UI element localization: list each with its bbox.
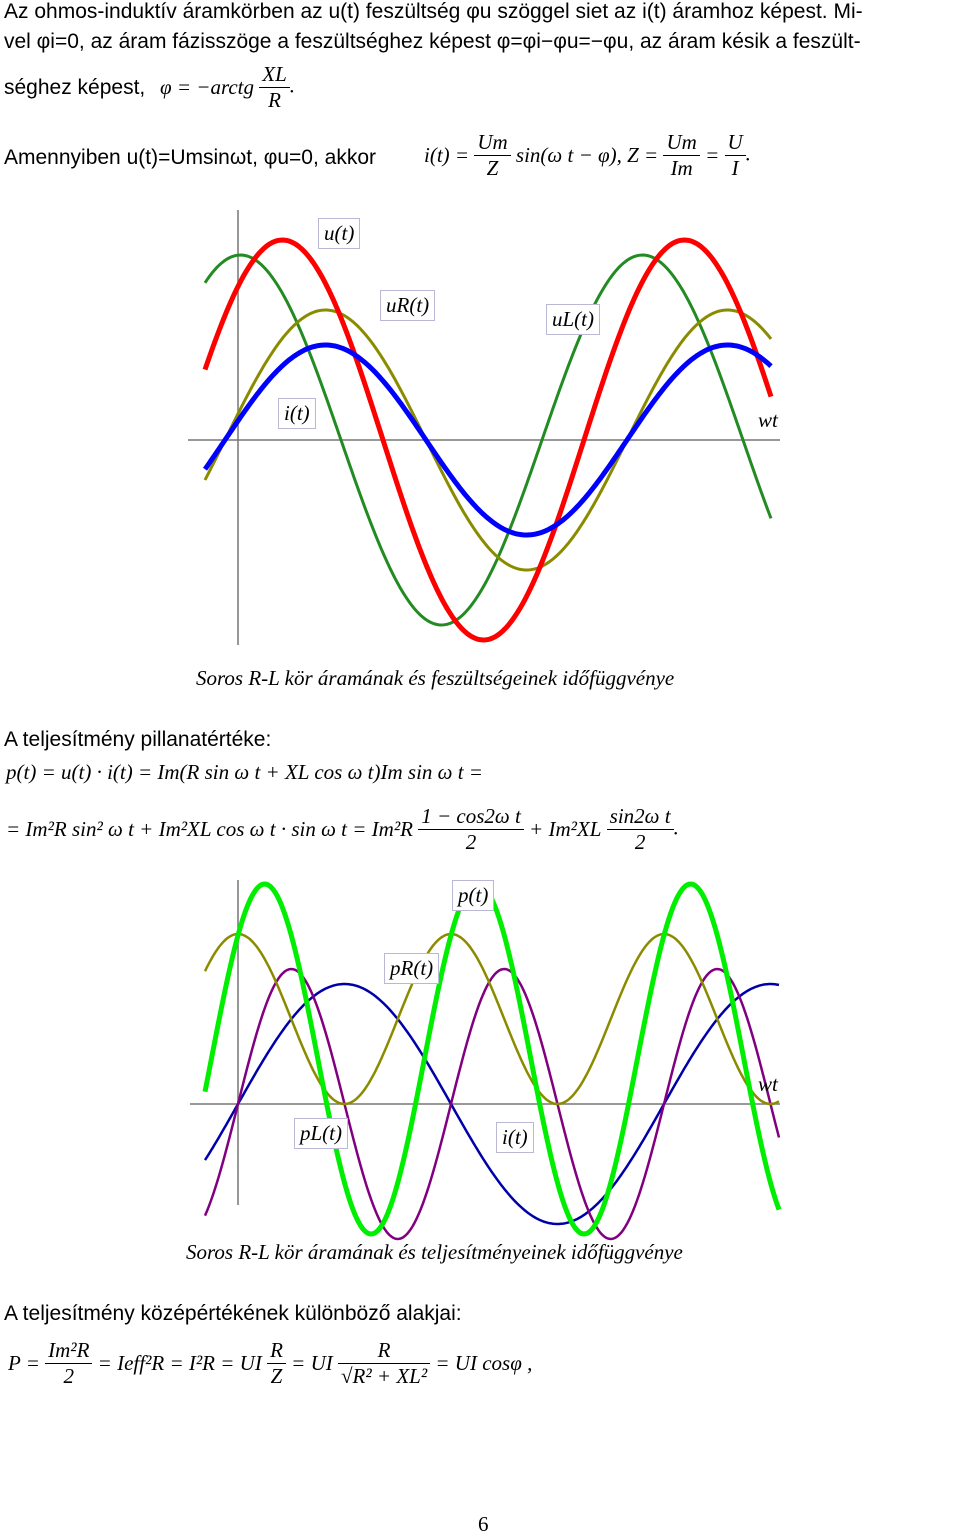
intro-line-4-prefix: Amennyiben u(t)=Umsinωt, φu=0, akkor [4,146,377,169]
power-line-1: p(t) = u(t) · i(t) = Im(R sin ω t + XL c… [6,760,483,784]
eq-sign: = [705,143,720,167]
sin-part: sin(ω t − φ), [515,143,622,167]
power-frac-2-num: sin2ω t [606,804,674,830]
intro-line-3: séghez képest, [4,76,145,100]
z-eq: Z = [627,143,659,167]
label-u: u(t) [318,218,361,249]
current-formula: i(t) = Um Z sin(ω t − φ), Z = Um Im = U … [424,130,751,181]
label-pR: pR(t) [384,953,440,984]
im-den: Im [670,156,693,180]
intro-line-1: Az ohmos-induktív áramkörben az u(t) fes… [4,0,863,23]
avg-eq-b: = Ieff²R = I²R = UI [97,1351,262,1375]
avg-frac-a: Im²R 2 [45,1338,93,1389]
label-pL: pL(t) [294,1118,348,1149]
avg-eq-d: = UI cosφ , [435,1351,533,1375]
phi-formula: φ = −arctg XL R . [160,62,296,113]
power-line-2: = Im²R sin² ω t + Im²XL cos ω t · sin ω … [6,804,679,855]
phi-frac-num: XL [259,62,290,88]
phi-frac-den: R [268,88,281,112]
power-frac-1: 1 − cos2ω t 2 [418,804,524,855]
avg-eq-a: P = [8,1351,40,1375]
power-line-2-a: = Im²R sin² ω t + Im²XL cos ω t · sin ω … [6,817,413,841]
chart-1-caption: Soros R-L kör áramának és feszültségeine… [196,666,675,690]
curve-pL [203,967,781,1241]
u-num: U [724,130,746,156]
avg-frac-c-den: √R² + XL² [341,1364,428,1388]
label-wt-1: wt [758,408,778,432]
curve-u [202,237,774,643]
label-p: p(t) [452,880,495,911]
avg-frac-b-num: R [267,1338,286,1364]
avg-frac-a-den: 2 [63,1364,75,1388]
chart-2-caption: Soros R-L kör áramának és teljesítményei… [186,1240,683,1264]
i-den: I [731,156,739,180]
label-uR: uR(t) [380,290,436,321]
power-frac-2-den: 2 [634,830,646,854]
power-frac-2: sin2ω t 2 [606,804,674,855]
avg-frac-c: R √R² + XL² [338,1338,431,1389]
power-heading: A teljesítmény pillanatértéke: [4,728,272,751]
z-den: Z [486,156,499,180]
avg-frac-b-den: Z [270,1364,283,1388]
intro-line-2: vel φi=0, az áram fázisszöge a feszültsé… [4,30,861,53]
um-num-2: Um [663,130,700,156]
curve-pR [203,932,780,1106]
um-over-im: Um Im [663,130,700,181]
u-over-i: U I [724,130,746,181]
power-plus: + Im²XL [529,817,602,841]
um-over-z: Um Z [474,130,511,181]
average-formula: P = Im²R 2 = Ieff²R = I²R = UI R Z = UI … [8,1338,532,1389]
curve-i [202,342,773,538]
avg-frac-c-num: R [338,1338,431,1364]
curve-uL [203,253,773,627]
power-period: . [673,815,679,840]
page-number: 6 [478,1512,489,1536]
avg-frac-b: R Z [267,1338,286,1389]
phi-fraction: XL R [259,62,290,113]
label-uL: uL(t) [546,304,600,335]
label-wt-2: wt [758,1072,778,1096]
intro-line-3-prefix: séghez képest, [4,76,146,99]
average-heading: A teljesítmény középértékének különböző … [4,1302,462,1325]
phi-eq: φ = −arctg [160,75,255,99]
curve-uR [203,308,773,572]
power-frac-1-num: 1 − cos2ω t [418,804,524,830]
power-frac-1-den: 2 [465,830,477,854]
avg-frac-a-num: Im²R [45,1338,93,1364]
label-i-2: i(t) [496,1122,534,1153]
curve-i-2 [203,982,780,1226]
um-num: Um [474,130,511,156]
i-eq: i(t) = [424,143,470,167]
label-i: i(t) [278,398,316,429]
curve-p [202,881,782,1237]
avg-eq-c: = UI [291,1351,333,1375]
